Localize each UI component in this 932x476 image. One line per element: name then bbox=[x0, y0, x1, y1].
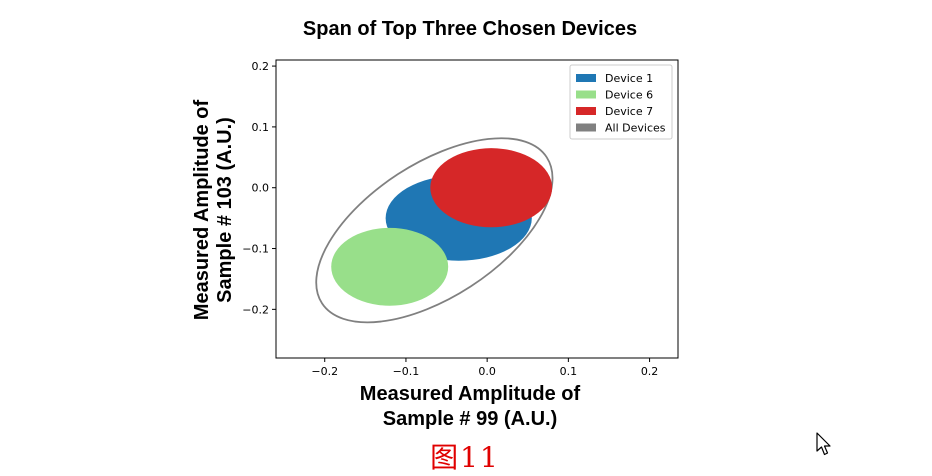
y-tick-label: −0.1 bbox=[242, 243, 269, 256]
x-tick-label: 0.0 bbox=[478, 365, 496, 378]
y-tick-label: 0.2 bbox=[252, 60, 270, 73]
legend-swatch-device-7 bbox=[576, 107, 596, 115]
ellipse-device-6 bbox=[331, 227, 449, 306]
y-tick-label: 0.1 bbox=[252, 121, 270, 134]
legend-label-device-6: Device 6 bbox=[605, 89, 653, 102]
legend-label-all-devices: All Devices bbox=[605, 122, 666, 135]
legend-label-device-1: Device 1 bbox=[605, 72, 653, 85]
axis-ticks: −0.2 −0.1 0.0 0.1 0.2 −0.2 −0.1 0.0 0.1 0.2 bbox=[242, 60, 658, 378]
x-tick-label: 0.1 bbox=[560, 365, 578, 378]
x-axis-label-line-1: Measured Amplitude of bbox=[359, 383, 581, 405]
x-tick-label: 0.2 bbox=[641, 365, 659, 378]
plot-frame bbox=[275, 59, 679, 359]
legend-swatch-device-6 bbox=[576, 90, 596, 99]
ellipse-all-devices bbox=[315, 137, 554, 324]
legend-label-device-7: Device 7 bbox=[605, 105, 653, 118]
legend: Device 1 Device 6 Device 7 All Devices bbox=[569, 64, 673, 140]
chart-title: Span of Top Three Chosen Devices bbox=[302, 18, 638, 40]
legend-box bbox=[569, 64, 673, 140]
y-tick-label: −0.2 bbox=[242, 303, 269, 316]
legend-swatch-all-devices bbox=[576, 123, 596, 132]
ellipse-device-7 bbox=[430, 148, 553, 228]
x-tick-label: −0.1 bbox=[393, 365, 420, 378]
y-tick-label: 0.0 bbox=[252, 182, 270, 195]
legend-swatch-device-1 bbox=[576, 74, 596, 82]
data-marks bbox=[315, 137, 554, 324]
x-axis-label: Measured Amplitude of Sample # 99 (A.U.) bbox=[320, 382, 620, 432]
x-tick-label: −0.2 bbox=[311, 365, 338, 378]
x-axis-label-line-2: Sample # 99 (A.U.) bbox=[382, 408, 558, 430]
figure-caption: 图11 bbox=[430, 441, 500, 474]
mouse-cursor-icon bbox=[816, 432, 831, 456]
